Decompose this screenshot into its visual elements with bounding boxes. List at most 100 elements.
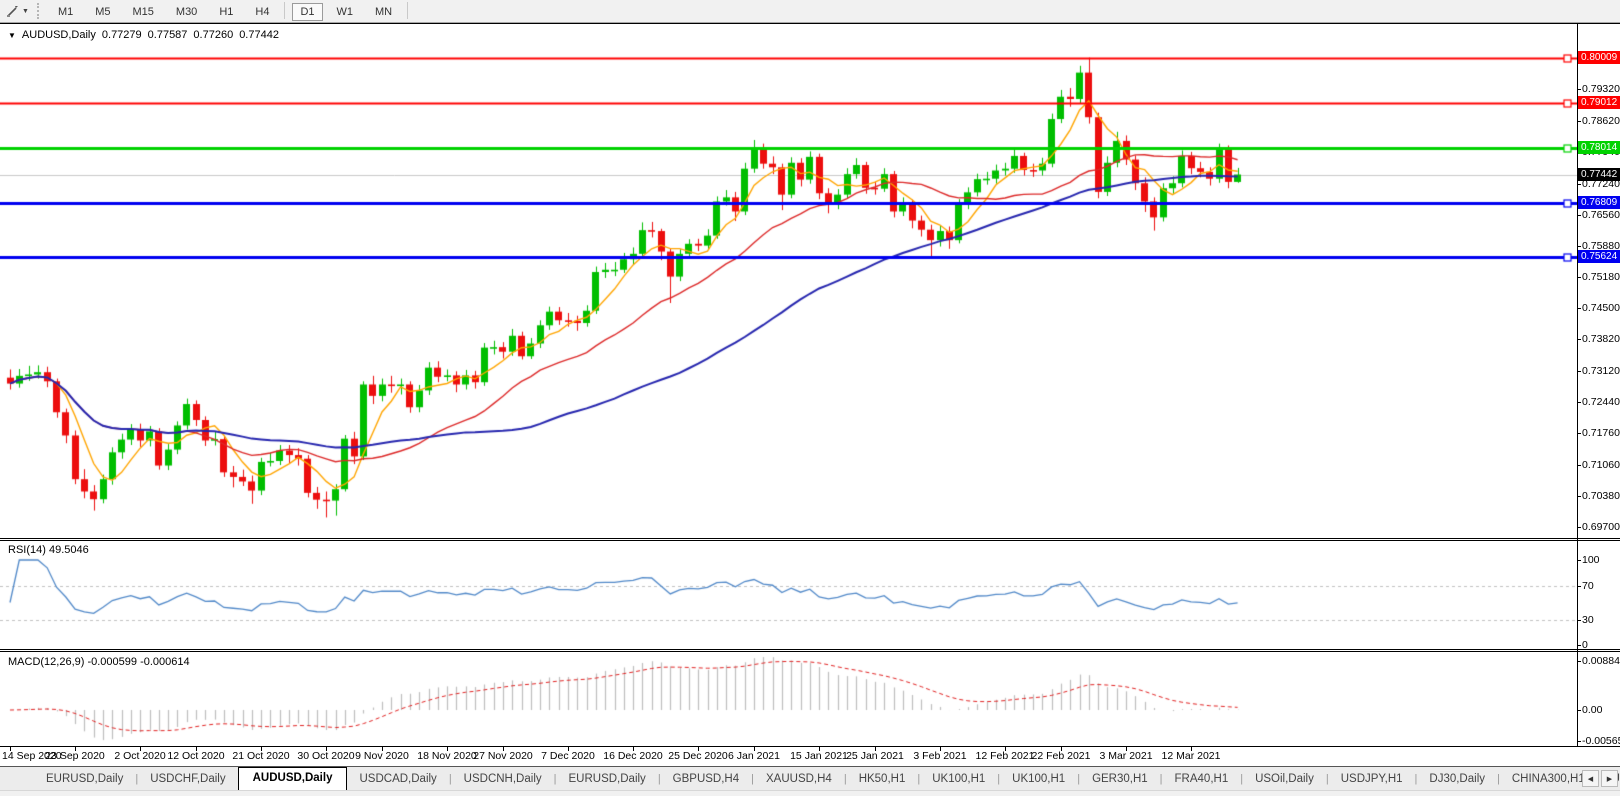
ohlc-low: 0.77260 xyxy=(193,29,234,41)
macd-axis-tick xyxy=(1577,741,1581,742)
timeframe-buttons: M1 M5 M15 M30 H1 H4 D1 W1 MN xyxy=(47,2,412,21)
chart-tab[interactable]: XAUUSD,H4 xyxy=(766,773,832,785)
date-axis-tick xyxy=(754,747,755,751)
date-axis-tick xyxy=(10,747,11,751)
timeframe-button-M5[interactable]: M5 xyxy=(95,6,111,18)
price-axis-tick xyxy=(1577,89,1581,90)
tab-separator: | xyxy=(997,773,1001,785)
chart-tab[interactable]: GBPUSD,H4 xyxy=(672,773,740,785)
date-axis-label: 12 Mar 2021 xyxy=(1161,750,1221,762)
chart-tab[interactable]: UK100,H1 xyxy=(1012,773,1066,785)
price-axis-tick xyxy=(1577,496,1581,497)
chart-tab[interactable]: HK50,H1 xyxy=(858,773,906,785)
price-axis-tick-label: 0.74500 xyxy=(1582,302,1620,314)
tab-separator: | xyxy=(751,773,754,785)
triangle-down-icon[interactable]: ▼ xyxy=(8,30,16,40)
rsi-axis-tick xyxy=(1577,645,1581,646)
date-axis-tick xyxy=(568,747,569,751)
price-axis-tick-label: 0.75880 xyxy=(1582,240,1620,252)
chart-window-top-border xyxy=(0,23,1620,24)
timeframe-button-M15[interactable]: M15 xyxy=(132,6,154,18)
date-axis-tick xyxy=(140,747,141,751)
timeframe-button-H4[interactable]: H4 xyxy=(255,6,270,18)
chart-tab[interactable]: CHINA300,H1 xyxy=(1511,773,1585,785)
macd-indicator-canvas[interactable] xyxy=(0,652,1577,746)
chart-window-bottom-border xyxy=(0,746,1620,747)
price-axis-tick xyxy=(1577,246,1581,247)
date-axis-tick xyxy=(633,747,634,751)
tab-separator: | xyxy=(553,773,557,785)
price-axis-tick-label: 0.75180 xyxy=(1582,271,1620,283)
chart-tab-active[interactable]: AUDUSD,Daily xyxy=(237,767,348,790)
macd-axis-tick xyxy=(1577,710,1581,711)
pane-separator[interactable] xyxy=(0,538,1620,541)
macd-axis-tick xyxy=(1577,661,1581,662)
chart-tab[interactable]: USDCAD,Daily xyxy=(359,773,437,785)
date-axis-tick xyxy=(1191,747,1192,751)
timeframe-button-D1[interactable]: D1 xyxy=(292,3,323,21)
chart-symbol-label: AUDUSD,Daily xyxy=(21,29,96,41)
caret-down-icon[interactable]: ▼ xyxy=(22,7,29,15)
tab-separator: | xyxy=(657,773,661,785)
price-axis-tick-label: 0.73120 xyxy=(1582,365,1620,377)
chart-tab[interactable]: EURUSD,Daily xyxy=(46,773,124,785)
timeframe-button-W1[interactable]: W1 xyxy=(336,6,354,18)
price-axis-tick xyxy=(1577,215,1581,216)
date-axis-label: 12 Oct 2020 xyxy=(167,750,225,762)
tab-separator: | xyxy=(135,773,139,785)
rsi-axis-tick-label: 100 xyxy=(1582,554,1600,566)
price-axis-tick-label: 0.72440 xyxy=(1582,396,1620,408)
rsi-axis-tick-label: 30 xyxy=(1582,614,1594,626)
tab-separator: | xyxy=(1159,773,1163,785)
chart-tab[interactable]: USDJPY,H1 xyxy=(1340,773,1403,785)
chart-tab[interactable]: FRA40,H1 xyxy=(1174,773,1229,785)
tab-scroll-left-button[interactable]: ◀ xyxy=(1582,770,1599,787)
date-axis-tick xyxy=(1005,747,1006,751)
chart-tab-bar: EURUSD,Daily | USDCHF,Daily AUDUSD,Daily USD… xyxy=(0,766,1620,790)
rsi-axis-tick-label: 70 xyxy=(1582,580,1594,592)
chart-tab[interactable]: USDCNH,Daily xyxy=(463,773,542,785)
date-axis-tick xyxy=(75,747,76,751)
toolbar-grip-handle[interactable] xyxy=(36,3,39,19)
toolbar-separator xyxy=(284,2,286,19)
date-axis-label: 3 Feb 2021 xyxy=(913,750,967,762)
timeframe-button-M30[interactable]: M30 xyxy=(175,6,198,18)
rsi-axis-tick xyxy=(1577,560,1581,561)
date-axis-tick xyxy=(819,747,820,751)
pane-separator[interactable] xyxy=(0,649,1620,652)
chart-tab[interactable]: DJ30,Daily xyxy=(1429,773,1485,785)
date-axis-label: 16 Dec 2020 xyxy=(603,750,663,762)
timeframe-button-M1[interactable]: M1 xyxy=(57,6,74,18)
chart-tab[interactable]: GER30,H1 xyxy=(1092,773,1148,785)
tab-separator: | xyxy=(843,773,847,785)
tab-separator: | xyxy=(1325,773,1329,785)
timeframe-button-MN[interactable]: MN xyxy=(375,6,393,18)
chart-tab[interactable]: USDCHF,Daily xyxy=(150,773,226,785)
chart-tab[interactable]: EURUSD,Daily xyxy=(568,773,646,785)
date-axis-label: 14 Sep 2020 xyxy=(2,750,62,762)
toolbar-separator xyxy=(407,2,409,19)
chart-tab[interactable]: UK100,H1 xyxy=(932,773,986,785)
price-axis-tick-label: 0.79320 xyxy=(1582,83,1620,95)
rsi-indicator-canvas[interactable] xyxy=(0,541,1577,649)
price-axis-tick-label: 0.76560 xyxy=(1582,209,1620,221)
tab-scroll-right-button[interactable]: ▶ xyxy=(1601,770,1618,787)
date-axis-label: 18 Nov 2020 xyxy=(417,750,477,762)
chart-pointer-icon[interactable] xyxy=(4,3,22,19)
rsi-axis-tick xyxy=(1577,586,1581,587)
hline-price-badge: 0.76809 xyxy=(1578,196,1620,209)
timeframe-button-H1[interactable]: H1 xyxy=(219,6,234,18)
rsi-axis-tick xyxy=(1577,620,1581,621)
date-axis-label: 3 Mar 2021 xyxy=(1099,750,1153,762)
date-axis-tick xyxy=(196,747,197,751)
price-axis-tick xyxy=(1577,277,1581,278)
date-axis-label: 30 Oct 2020 xyxy=(297,750,355,762)
date-axis-label: 27 Nov 2020 xyxy=(473,750,533,762)
tab-separator: | xyxy=(917,773,921,785)
ohlc-close: 0.77442 xyxy=(239,29,279,41)
chart-tab[interactable]: USOil,Daily xyxy=(1255,773,1314,785)
price-axis-tick xyxy=(1577,402,1581,403)
price-chart-canvas[interactable] xyxy=(0,24,1577,538)
status-strip xyxy=(0,790,1620,796)
